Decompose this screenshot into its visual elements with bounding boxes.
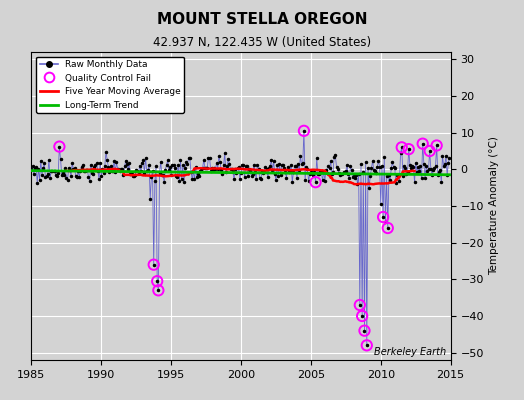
Point — [361, 328, 369, 334]
Point — [398, 144, 406, 150]
Point — [358, 313, 366, 319]
Point — [55, 143, 63, 150]
Point — [153, 278, 161, 284]
Text: Berkeley Earth: Berkeley Earth — [374, 347, 446, 357]
Point — [405, 146, 413, 152]
Legend: Raw Monthly Data, Quality Control Fail, Five Year Moving Average, Long-Term Tren: Raw Monthly Data, Quality Control Fail, … — [36, 56, 184, 113]
Point — [432, 142, 441, 149]
Y-axis label: Temperature Anomaly (°C): Temperature Anomaly (°C) — [489, 136, 499, 276]
Point — [379, 214, 387, 220]
Point — [300, 128, 308, 134]
Point — [356, 302, 364, 308]
Point — [311, 179, 320, 185]
Point — [425, 148, 434, 154]
Point — [149, 262, 158, 268]
Text: MOUNT STELLA OREGON: MOUNT STELLA OREGON — [157, 12, 367, 27]
Text: 42.937 N, 122.435 W (United States): 42.937 N, 122.435 W (United States) — [153, 36, 371, 49]
Point — [154, 287, 162, 294]
Point — [384, 225, 392, 231]
Point — [419, 140, 427, 147]
Point — [363, 342, 371, 348]
